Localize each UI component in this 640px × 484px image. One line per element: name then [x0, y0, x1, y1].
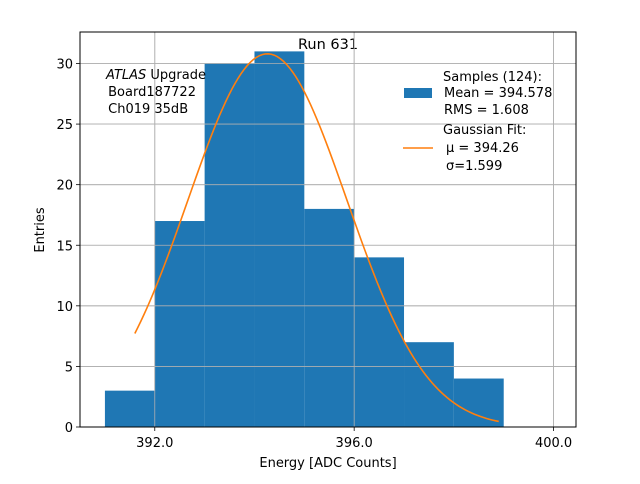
y-axis-ticks: 0 5 10 15 20 25 30	[56, 58, 80, 436]
annotation-board: Board187722	[104, 85, 196, 100]
legend-fit-text: μ = 394.26	[446, 141, 519, 156]
legend-fit-text: σ=1.599	[446, 159, 502, 174]
x-tick-label: 396.0	[336, 436, 373, 451]
legend-samples-swatch	[404, 88, 432, 98]
x-axis-label: Energy [ADC Counts]	[259, 456, 396, 471]
histogram-bar	[104, 390, 155, 427]
axes-frame	[79, 31, 577, 428]
legend-samples-text: RMS = 1.608	[444, 103, 529, 118]
legend: Samples (124): Mean = 394.578 RMS = 1.60…	[403, 70, 552, 174]
atlas-label: ATLAS	[105, 68, 146, 83]
y-tick-label: 5	[65, 360, 73, 375]
x-axis-ticks: 392.0 396.0 400.0	[136, 427, 572, 451]
histogram-bar	[254, 51, 305, 427]
x-tick-label: 392.0	[136, 436, 173, 451]
chart-title: Run 631	[298, 37, 358, 53]
histogram-bar	[304, 208, 355, 427]
gaussian-fit-line	[134, 53, 499, 423]
y-tick-label: 15	[56, 239, 73, 254]
y-tick-label: 25	[56, 118, 73, 133]
y-tick-label: 10	[56, 300, 73, 315]
histogram-bar	[354, 257, 405, 427]
annotation-line1: ATLAS Upgrade	[105, 68, 206, 83]
legend-fit-text: Gaussian Fit:	[443, 123, 526, 138]
atlas-annotation: ATLAS Upgrade Board187722 Ch019 35dB	[104, 68, 206, 117]
histogram-bar	[453, 378, 504, 427]
legend-samples-text: Samples (124):	[443, 70, 542, 85]
annotation-channel: Ch019 35dB	[104, 102, 188, 117]
legend-samples-text: Mean = 394.578	[444, 86, 552, 101]
y-tick-label: 30	[56, 58, 73, 73]
histogram-bar	[154, 221, 205, 427]
y-axis-label: Entries	[33, 207, 48, 253]
x-tick-label: 400.0	[535, 436, 572, 451]
y-tick-label: 20	[56, 179, 73, 194]
upgrade-label: Upgrade	[146, 68, 206, 83]
y-tick-label: 0	[65, 421, 73, 436]
